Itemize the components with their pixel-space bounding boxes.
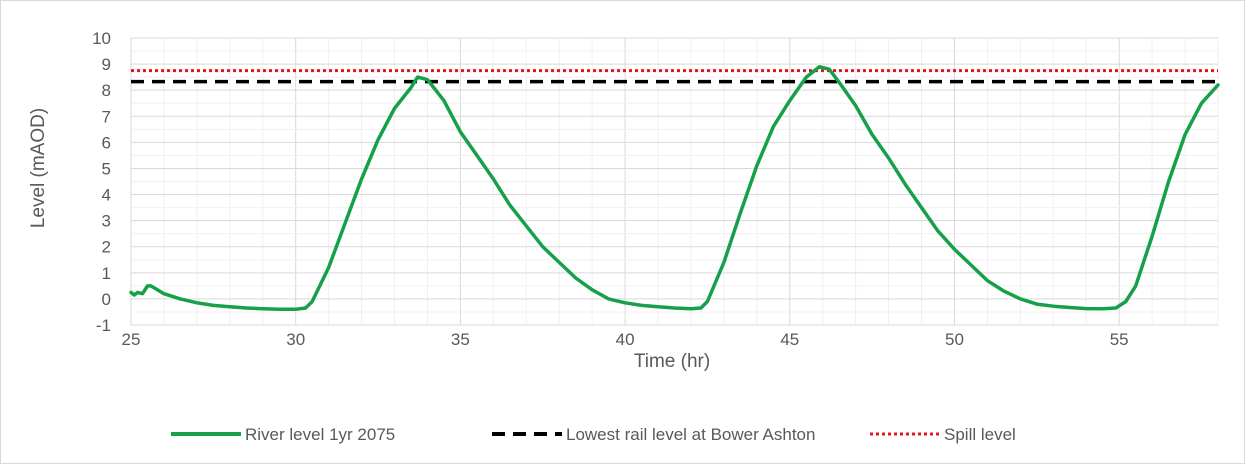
legend-item-spill-level: Spill level: [870, 425, 1016, 444]
x-tick-label: 30: [286, 330, 305, 349]
y-tick-label: 3: [102, 212, 111, 231]
x-tick-label: 40: [616, 330, 635, 349]
x-axis-title: Time (hr): [634, 351, 710, 372]
x-tick-label: 55: [1110, 330, 1129, 349]
series-line-river-level: [129, 64, 1220, 312]
y-tick-label: 4: [102, 186, 111, 205]
y-tick-label: 2: [102, 238, 111, 257]
y-tick-label: 5: [102, 159, 111, 178]
legend-label-river-level: River level 1yr 2075: [245, 425, 395, 444]
y-tick-label: 7: [102, 107, 111, 126]
x-tick-label: 25: [122, 330, 141, 349]
series: [129, 64, 1220, 312]
y-tick-label: 9: [102, 55, 111, 74]
x-tick-label: 50: [945, 330, 964, 349]
grid: [130, 37, 1219, 326]
y-tick-label: -1: [96, 316, 111, 335]
y-axis-title: Level (mAOD): [28, 108, 49, 228]
y-tick-label: 1: [102, 264, 111, 283]
y-tick-label: 8: [102, 81, 111, 100]
legend-label-rail-level: Lowest rail level at Bower Ashton: [566, 425, 815, 444]
y-tick-label: 10: [92, 29, 111, 48]
x-tick-label: 35: [451, 330, 470, 349]
legend-item-rail-level: Lowest rail level at Bower Ashton: [492, 425, 815, 444]
legend-label-spill-level: Spill level: [944, 425, 1016, 444]
y-tick-label: 0: [102, 290, 111, 309]
y-tick-label: 6: [102, 133, 111, 152]
legend-item-river-level: River level 1yr 2075: [171, 425, 395, 444]
x-tick-label: 45: [780, 330, 799, 349]
legend: River level 1yr 2075 Lowest rail level a…: [171, 425, 1016, 444]
